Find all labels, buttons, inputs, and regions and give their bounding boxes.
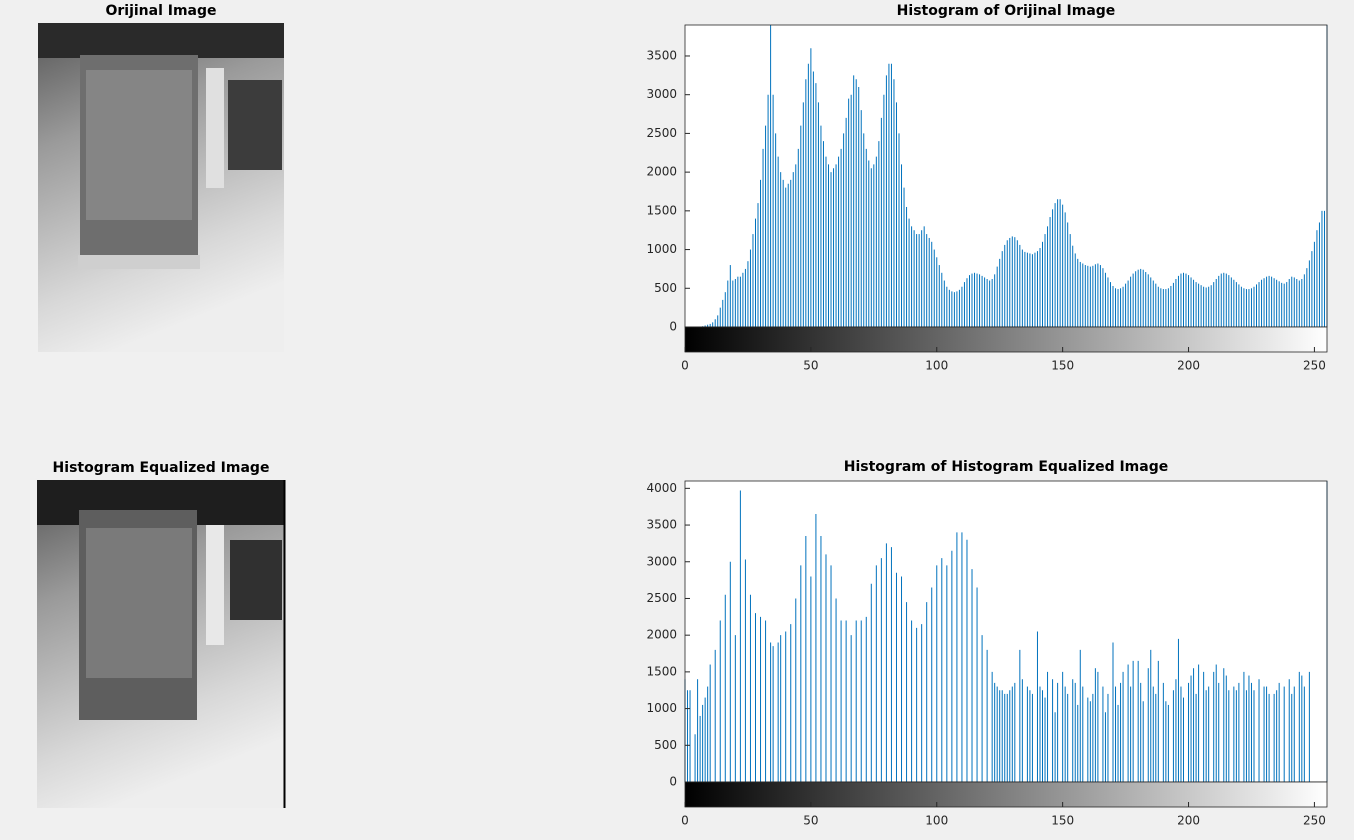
y-tick-label: 1000 <box>646 242 677 256</box>
x-tick-label: 0 <box>681 359 689 373</box>
x-tick-label: 250 <box>1303 814 1326 828</box>
x-tick-label: 200 <box>1177 359 1200 373</box>
plot-area <box>685 481 1327 782</box>
y-tick-label: 1500 <box>646 203 677 217</box>
y-tick-label: 2000 <box>646 165 677 179</box>
y-tick-label: 0 <box>669 320 677 334</box>
y-tick-label: 500 <box>654 738 677 752</box>
x-tick-label: 0 <box>681 814 689 828</box>
image <box>37 480 286 808</box>
x-tick-label: 100 <box>925 814 948 828</box>
plot-area <box>685 25 1327 327</box>
y-tick-label: 0 <box>669 775 677 789</box>
y-tick-label: 3000 <box>646 87 677 101</box>
colorbar <box>684 781 1328 808</box>
x-tick-label: 150 <box>1051 814 1074 828</box>
y-tick-label: 3500 <box>646 48 677 62</box>
y-tick-label: 3500 <box>646 518 677 532</box>
y-tick-label: 3000 <box>646 554 677 568</box>
x-tick-label: 200 <box>1177 814 1200 828</box>
y-tick-label: 4000 <box>646 481 677 495</box>
colorbar <box>684 326 1328 353</box>
y-tick-label: 1500 <box>646 664 677 678</box>
x-tick-label: 100 <box>925 359 948 373</box>
image-title: Orijinal Image <box>105 3 216 19</box>
x-tick-label: 250 <box>1303 359 1326 373</box>
y-tick-label: 2500 <box>646 591 677 605</box>
image-title: Histogram Equalized Image <box>53 460 270 476</box>
chart-title: Histogram of Orijinal Image <box>897 3 1116 19</box>
x-tick-label: 50 <box>803 814 818 828</box>
x-tick-label: 50 <box>803 359 818 373</box>
chart-title: Histogram of Histogram Equalized Image <box>844 459 1168 475</box>
y-tick-label: 500 <box>654 281 677 295</box>
y-tick-label: 2000 <box>646 628 677 642</box>
y-tick-label: 2500 <box>646 126 677 140</box>
x-tick-label: 150 <box>1051 359 1074 373</box>
image <box>38 23 284 352</box>
y-tick-label: 1000 <box>646 701 677 715</box>
